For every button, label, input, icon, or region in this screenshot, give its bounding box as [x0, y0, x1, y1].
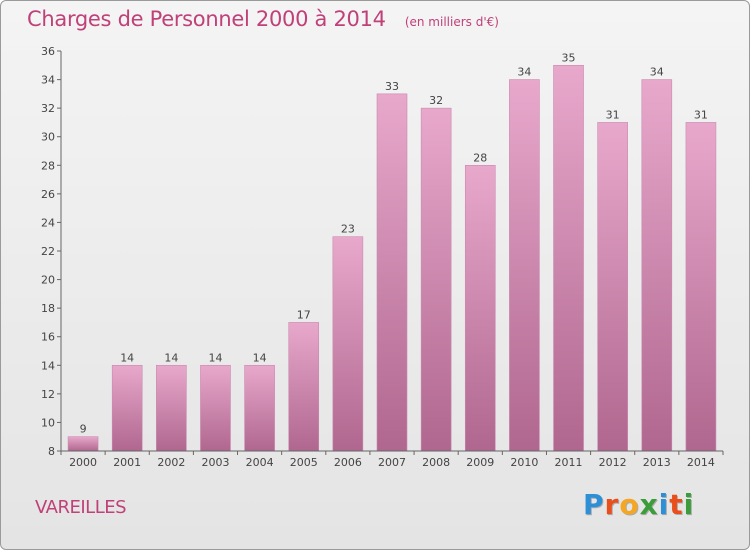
bar-2004: [244, 364, 275, 452]
x-tick-label-2007: 2007: [378, 456, 406, 469]
logo-letter: P: [583, 488, 605, 521]
logo-letter: i: [683, 488, 695, 521]
bars-group: [67, 64, 717, 452]
bar-2001: [111, 364, 143, 452]
bar-2014: [685, 122, 717, 452]
x-tick-label-2012: 2012: [599, 456, 627, 469]
value-label-2004: 14: [253, 351, 267, 364]
y-tick-label: 8: [48, 445, 55, 458]
value-label-2000: 9: [80, 423, 87, 436]
value-label-2012: 31: [606, 108, 620, 121]
logo-letter: t: [669, 488, 684, 521]
value-label-2008: 32: [429, 94, 443, 107]
commune-name: VAREILLES: [35, 497, 127, 518]
bar-2012: [597, 122, 628, 452]
bar-2010: [509, 79, 540, 452]
proxiti-logo[interactable]: Proxiti: [583, 488, 694, 521]
bar-2009: [464, 164, 496, 452]
value-label-2007: 33: [385, 80, 399, 93]
bar-2007: [376, 93, 408, 452]
x-tick-label-2008: 2008: [422, 456, 450, 469]
x-tick-label-2000: 2000: [69, 456, 97, 469]
y-tick-label: 32: [41, 102, 55, 115]
x-tick-label-2003: 2003: [201, 456, 229, 469]
bar-2011: [553, 64, 584, 452]
y-tick-label: 14: [41, 359, 55, 372]
y-tick-label: 22: [41, 245, 55, 258]
x-tick-label-2014: 2014: [687, 456, 715, 469]
value-labels-group: 9 14 14 14 14 17 23 33 32 28 34 35 31 34 31: [80, 51, 708, 435]
y-tick-label: 16: [41, 331, 55, 344]
y-tick-label: 30: [41, 131, 55, 144]
value-label-2010: 34: [517, 66, 531, 79]
bar-2002: [156, 364, 187, 452]
chart-title: Charges de Personnel 2000 à 2014: [27, 7, 386, 31]
bar-2006: [332, 236, 364, 452]
value-label-2014: 31: [694, 108, 708, 121]
y-tick-label: 20: [41, 274, 55, 287]
y-tick-label: 36: [41, 45, 55, 58]
chart-subtitle: (en milliers d'€): [404, 15, 499, 29]
value-label-2013: 34: [650, 66, 664, 79]
bar-2000: [67, 436, 99, 452]
y-tick-label: 28: [41, 159, 55, 172]
value-label-2002: 14: [164, 351, 178, 364]
value-label-2001: 14: [120, 351, 134, 364]
bar-2003: [200, 364, 231, 452]
y-tick-label: 10: [41, 416, 55, 429]
bar-2013: [641, 79, 673, 452]
x-tick-label-2013: 2013: [643, 456, 671, 469]
x-tick-label-2006: 2006: [334, 456, 362, 469]
title-row: Charges de Personnel 2000 à 2014 (en mil…: [27, 7, 499, 31]
logo-letter: r: [604, 488, 620, 521]
y-tick-label: 34: [41, 74, 55, 87]
logo-letter: i: [658, 488, 670, 521]
x-tick-label-2010: 2010: [510, 456, 538, 469]
axes-group: 8 10 12 14 16 18 20 22 24 26 28 30 32 34 36 2000 2001 200…: [41, 45, 724, 469]
value-label-2011: 35: [562, 51, 576, 64]
y-tick-label: 18: [41, 302, 55, 315]
logo-letter: o: [619, 488, 640, 521]
logo-letter: x: [639, 488, 659, 521]
x-tick-label-2009: 2009: [466, 456, 494, 469]
x-tick-label-2005: 2005: [290, 456, 318, 469]
x-tick-label-2011: 2011: [555, 456, 583, 469]
x-tick-label-2001: 2001: [113, 456, 141, 469]
value-label-2003: 14: [208, 351, 222, 364]
x-tick-label-2004: 2004: [246, 456, 274, 469]
bar-2005: [288, 322, 320, 452]
bar-2008: [420, 107, 452, 452]
value-label-2006: 23: [341, 223, 355, 236]
y-tick-label: 12: [41, 388, 55, 401]
y-tick-label: 26: [41, 188, 55, 201]
value-label-2005: 17: [297, 308, 311, 321]
value-label-2009: 28: [473, 151, 487, 164]
x-tick-label-2002: 2002: [157, 456, 185, 469]
y-tick-label: 24: [41, 216, 55, 229]
